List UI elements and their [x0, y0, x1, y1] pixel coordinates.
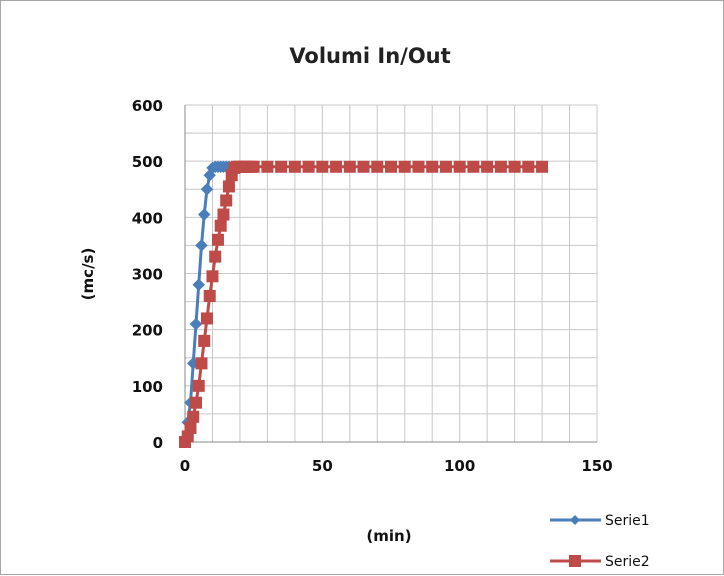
y-tick-label: 200 [132, 322, 163, 340]
series-layer [178, 160, 549, 449]
serie2-point [214, 219, 227, 232]
serie2-point [211, 233, 224, 246]
x-tick-label: 0 [180, 457, 190, 475]
serie2-point [195, 357, 208, 370]
serie2-point [371, 160, 384, 173]
serie2-point [385, 160, 397, 173]
y-tick-label: 100 [132, 378, 163, 396]
axes [184, 105, 597, 443]
serie2-point [220, 194, 233, 207]
serie2-point [275, 160, 288, 173]
serie2-point [203, 289, 216, 302]
serie2-point [494, 160, 507, 173]
legend-label-serie1: Serie1 [605, 513, 650, 529]
serie2-point [187, 410, 200, 423]
y-tick-label: 500 [132, 153, 163, 171]
serie2-point [189, 396, 202, 409]
serie2-point [184, 421, 197, 434]
serie2-point [217, 208, 230, 221]
x-tick-label: 150 [581, 457, 612, 475]
serie2-point [467, 160, 480, 173]
serie2-point [209, 250, 222, 263]
serie2-point [357, 160, 370, 173]
serie1-point [192, 278, 205, 291]
serie2-point [198, 334, 211, 347]
x-axis-label: (min) [366, 527, 411, 545]
legend-marker-serie1 [570, 515, 580, 525]
serie1-point [198, 208, 211, 221]
x-tick-label: 50 [312, 457, 333, 475]
y-tick-label: 0 [153, 434, 163, 452]
x-tick-label: 100 [444, 457, 475, 475]
serie2-point [247, 160, 260, 173]
serie1-point [189, 317, 203, 331]
serie1-point [200, 183, 214, 196]
series-line-serie2 [183, 165, 543, 443]
serie1-point [195, 239, 208, 252]
serie2-point [192, 379, 205, 392]
serie2-point [439, 160, 452, 173]
grid [184, 104, 598, 443]
serie2-point [200, 312, 213, 325]
y-tick-label: 600 [132, 97, 163, 115]
serie2-point [481, 160, 494, 173]
serie2-point [302, 160, 315, 173]
serie2-point [398, 160, 411, 173]
serie2-point [288, 160, 301, 173]
serie2-point [206, 270, 219, 283]
serie2-point [261, 160, 274, 173]
serie2-point [343, 160, 356, 173]
legend-label-serie2: Serie2 [605, 554, 650, 570]
serie2-point [453, 160, 466, 173]
serie2-point [536, 160, 549, 173]
serie2-point [508, 160, 521, 173]
serie2-point [412, 160, 425, 173]
serie2-point [316, 160, 329, 173]
serie2-point [522, 160, 535, 173]
serie2-point [426, 160, 439, 173]
tick-labels: 0 50 100 150 0 100 200 300 400 500 600 [132, 97, 613, 475]
legend: Serie1 Serie2 [550, 513, 650, 570]
serie2-point [330, 160, 343, 173]
y-tick-label: 400 [132, 209, 163, 227]
chart-title: Volumi In/Out [289, 44, 450, 68]
y-axis-label: (mc/s) [79, 248, 97, 301]
legend-marker-serie2 [569, 555, 581, 567]
serie2-point [222, 180, 235, 193]
y-tick-label: 300 [132, 266, 163, 284]
